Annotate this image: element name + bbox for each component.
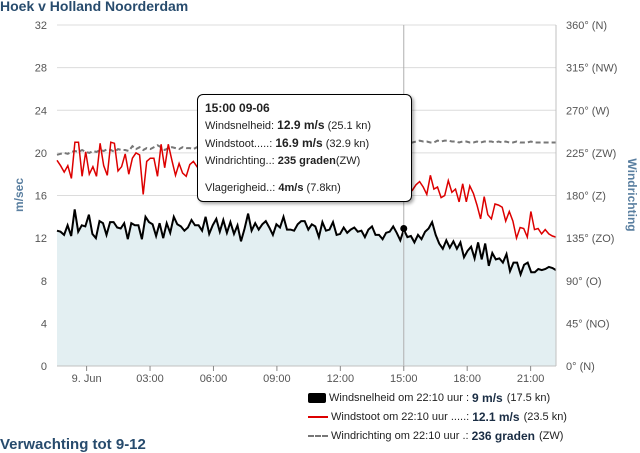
forecast-heading: Verwachting tot 9-12 [0, 436, 146, 453]
tooltip-gust-row: Windstoot.....: 16.9 m/s (32.9 kn) [205, 135, 404, 153]
x-axis-ticks: 9. Jun 03:00 06:00 09:00 12:00 15:00 18:00 21:0… [72, 366, 545, 385]
tooltip-gust-label: Windstoot.....: [205, 138, 276, 150]
chart-tooltip: 15:00 09-06 Windsnelheid: 12.9 m/s (25.1… [197, 94, 412, 202]
tooltip-speed-row: Windsnelheid: 12.9 m/s (25.1 kn) [205, 117, 404, 135]
axes [57, 25, 557, 367]
left-tick-label: 28 [35, 63, 47, 75]
legend-value-wind-gust: 12.1 m/s [472, 409, 520, 424]
x-tick-label: 18:00 [453, 373, 481, 385]
left-tick-label: 0 [41, 361, 47, 373]
x-tick-label: 06:00 [200, 373, 228, 385]
right-tick-label: 180° (Z) [566, 191, 606, 203]
legend-extra-wind-gust: (23.5 kn) [523, 410, 567, 423]
right-tick-label: 270° (W) [566, 105, 610, 117]
x-tick-label: 12:00 [327, 373, 355, 385]
legend-item-wind-speed[interactable]: Windsnelheid om 22:10 uur : 9 m/s (17.5 … [308, 388, 567, 407]
x-tick-label: 09:00 [263, 373, 291, 385]
x-tick-label: 21:00 [517, 373, 545, 385]
right-tick-label: 225° (ZW) [566, 148, 616, 160]
tooltip-header: 15:00 09-06 [205, 101, 270, 115]
left-axis-title: m/sec [12, 178, 26, 212]
right-tick-label: 135° (ZO) [566, 233, 614, 245]
wind-speed-area [57, 209, 556, 366]
left-tick-label: 8 [41, 276, 47, 288]
legend-label-wind-direction: Windrichting om 22:10 uur .: [331, 429, 469, 442]
right-axis-title: Windrichting [625, 158, 639, 231]
wind-speed-marker [400, 225, 408, 233]
tooltip-gust-kn: (32.9 kn) [322, 138, 370, 150]
legend-value-wind-speed: 9 m/s [472, 390, 503, 405]
wind-speed-area-fill [57, 209, 556, 366]
x-tick-label: 03:00 [136, 373, 164, 385]
right-tick-label: 90° (O) [566, 276, 602, 288]
tooltip-speed-value: 12.9 m/s [277, 118, 325, 132]
chart-legend: Windsnelheid om 22:10 uur : 9 m/s (17.5 … [308, 388, 567, 445]
legend-label-wind-gust: Windstoot om 22:10 uur .....: [331, 410, 470, 423]
legend-symbol-wind-direction [308, 434, 328, 437]
left-axis-ticks: 0 4 8 12 16 20 24 28 32 [35, 20, 47, 373]
tooltip-gust-diff-value: 4m/s [278, 182, 304, 194]
wind-speed-line [56, 209, 557, 278]
legend-extra-wind-direction: (ZW) [538, 429, 564, 442]
left-tick-label: 24 [35, 105, 47, 117]
tooltip-gust-diff-row: Vlagerigheid..: 4m/s (7.8kn) [205, 180, 404, 197]
left-tick-label: 16 [35, 191, 47, 203]
left-tick-label: 20 [35, 148, 47, 160]
x-tick-label: 15:00 [390, 373, 418, 385]
legend-label-wind-speed: Windsnelheid om 22:10 uur : [329, 391, 470, 404]
tooltip-speed-label: Windsnelheid: [205, 120, 278, 132]
tooltip-gust-value: 16.9 m/s [275, 136, 323, 150]
left-tick-label: 4 [41, 318, 47, 330]
right-tick-label: 315° (NW) [566, 63, 617, 75]
right-axis-ticks: 0° (N) 45° (NO) 90° (O) 135° (ZO) 180° (Z) 22… [566, 20, 617, 373]
legend-item-wind-gust[interactable]: Windstoot om 22:10 uur .....: 12.1 m/s (… [308, 407, 567, 426]
tooltip-gust-diff-label: Vlagerigheid..: [205, 182, 279, 194]
tooltip-direction-row: Windrichting..: 235 graden(ZW) [205, 153, 404, 170]
legend-extra-wind-speed: (17.5 kn) [506, 391, 551, 404]
chart-title: Hoek v Holland Noorderdam [0, 0, 189, 14]
right-tick-label: 360° (N) [566, 20, 607, 32]
right-tick-label: 0° (N) [566, 361, 595, 373]
tooltip-gust-diff-kn: (7.8kn) [303, 182, 341, 194]
tooltip-direction-abbr: (ZW) [335, 155, 361, 167]
tooltip-speed-kn: (25.1 kn) [324, 120, 371, 132]
right-tick-label: 45° (NO) [566, 318, 610, 330]
legend-item-wind-direction[interactable]: Windrichting om 22:10 uur .: 236 graden … [308, 426, 567, 445]
tooltip-direction-label: Windrichting..: [205, 155, 278, 167]
legend-value-wind-direction: 236 graden [471, 428, 535, 443]
x-tick-label: 9. Jun [72, 373, 102, 385]
left-tick-label: 12 [35, 233, 47, 245]
legend-symbol-wind-speed [308, 392, 326, 403]
left-tick-label: 32 [35, 20, 47, 32]
markers [400, 225, 408, 233]
legend-symbol-wind-gust [308, 415, 328, 418]
tooltip-direction-value: 235 graden [277, 155, 336, 167]
